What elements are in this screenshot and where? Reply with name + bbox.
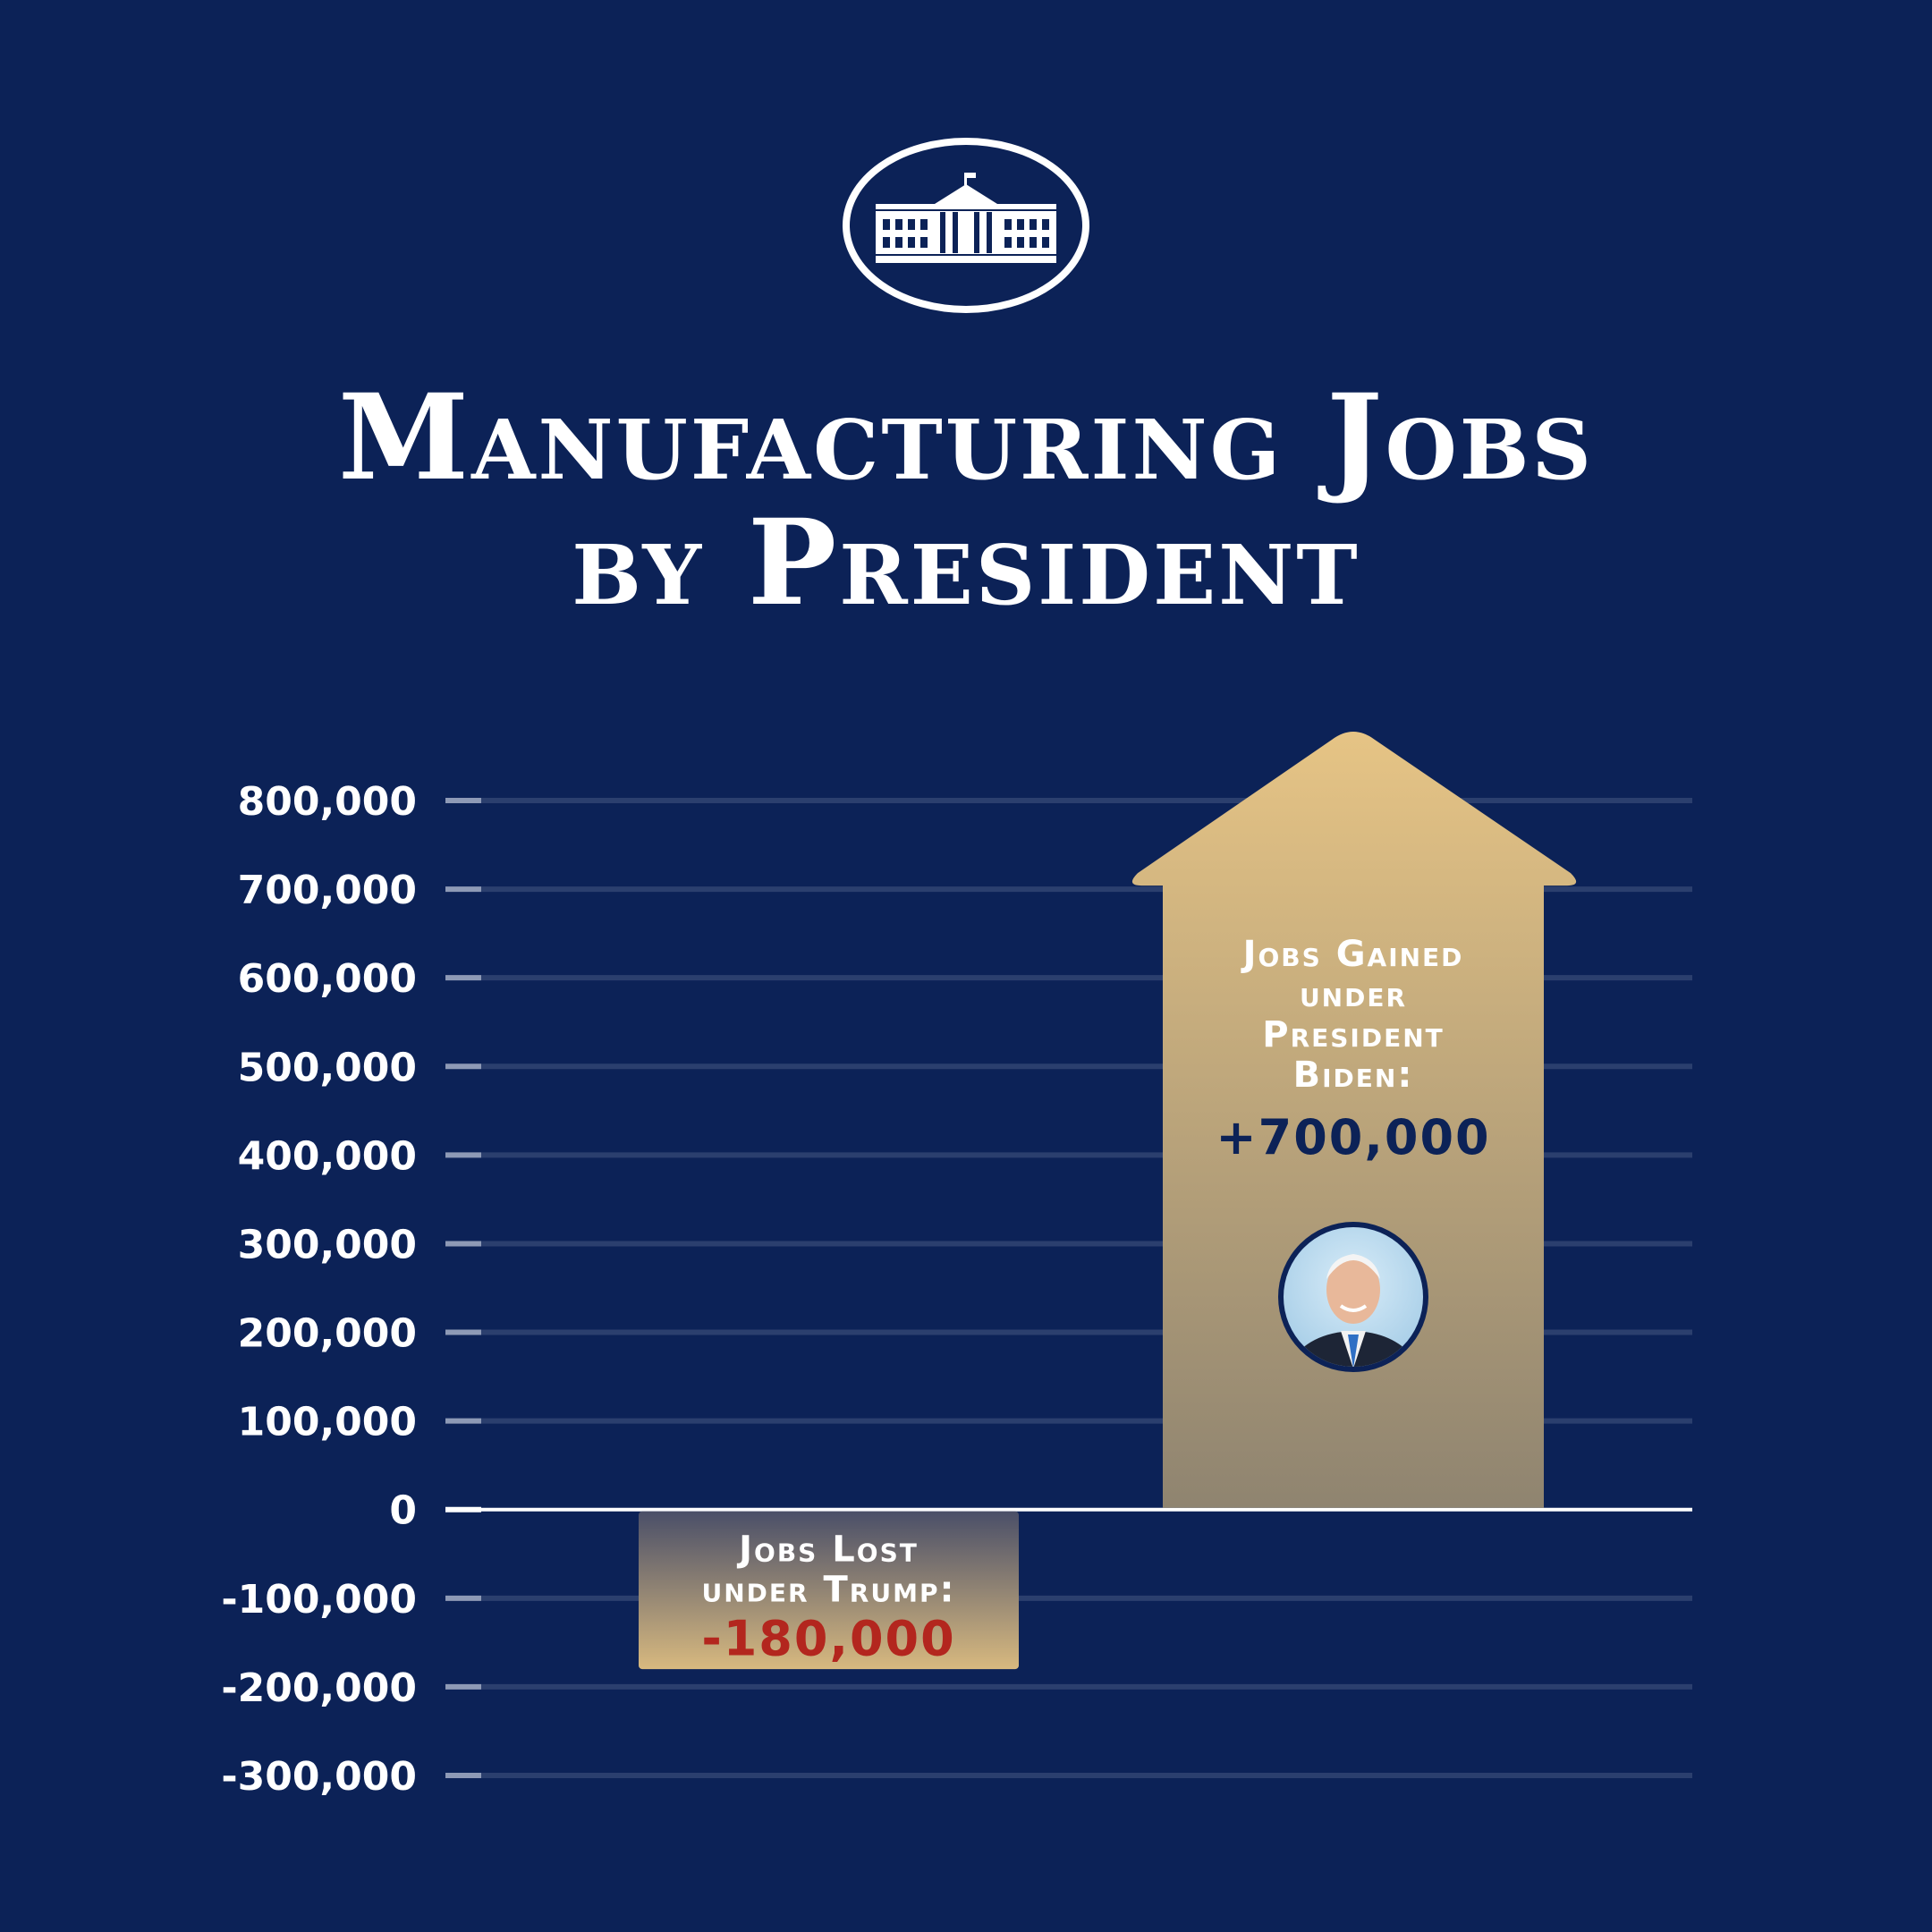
trump-label-line: Jobs Lost xyxy=(736,1530,919,1571)
biden-label-line: President xyxy=(1262,1014,1445,1055)
y-tick-label: -300,000 xyxy=(221,1754,417,1800)
page-title: Manufacturing Jobs by President xyxy=(0,376,1932,626)
bar-biden xyxy=(1131,732,1577,1508)
y-tick-label: -100,000 xyxy=(221,1577,417,1623)
biden-label-line: under xyxy=(1300,974,1407,1015)
y-tick-label: 200,000 xyxy=(238,1311,417,1357)
title-line-1: Manufacturing Jobs xyxy=(338,369,1594,507)
trump-label-line: under Trump: xyxy=(702,1570,956,1611)
y-tick-label: 700,000 xyxy=(238,868,417,913)
y-tick-label: 800,000 xyxy=(238,779,417,825)
biden-label-line: Biden: xyxy=(1293,1055,1414,1096)
y-tick-label: 0 xyxy=(389,1488,417,1534)
y-tick-label: 100,000 xyxy=(238,1400,417,1445)
trump-value-label: -180,000 xyxy=(701,1611,955,1667)
title-line-2: by President xyxy=(572,494,1360,632)
white-house-icon xyxy=(876,173,1056,263)
y-tick-label: 500,000 xyxy=(238,1045,417,1090)
y-tick-label: 600,000 xyxy=(238,956,417,1002)
bar-trump xyxy=(639,1511,1019,1670)
y-tick-label: 300,000 xyxy=(238,1222,417,1267)
y-tick-label: 400,000 xyxy=(238,1133,417,1179)
biden-portrait-icon xyxy=(1278,1222,1428,1372)
white-house-logo xyxy=(843,138,1089,313)
biden-label-line: Jobs Gained xyxy=(1241,934,1464,975)
y-tick-label: -200,000 xyxy=(221,1665,417,1711)
biden-value-label: +700,000 xyxy=(1216,1109,1490,1165)
